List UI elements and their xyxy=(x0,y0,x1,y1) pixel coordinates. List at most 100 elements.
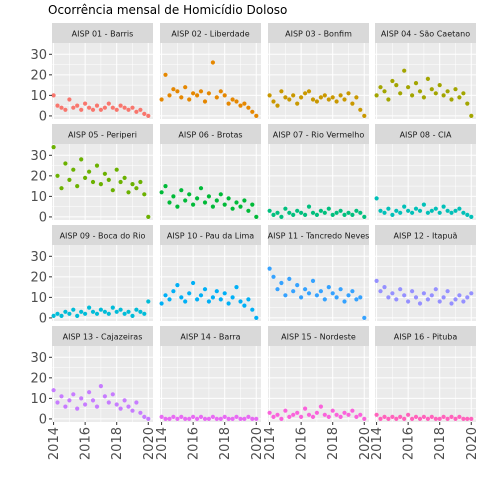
data-point xyxy=(441,204,446,209)
data-point xyxy=(291,412,296,417)
data-point xyxy=(469,113,474,118)
data-point xyxy=(465,212,470,217)
data-point xyxy=(465,295,470,300)
data-point xyxy=(398,91,403,96)
data-point xyxy=(130,408,135,413)
data-point xyxy=(449,210,454,215)
data-point xyxy=(163,184,168,189)
data-point xyxy=(354,297,359,302)
data-point xyxy=(222,93,227,98)
data-point xyxy=(254,416,259,421)
data-point xyxy=(130,105,135,110)
data-point xyxy=(322,210,327,215)
data-point xyxy=(83,175,88,180)
data-point xyxy=(378,289,383,294)
data-point xyxy=(138,179,143,185)
data-point xyxy=(51,313,56,318)
data-point xyxy=(55,103,60,108)
data-point xyxy=(465,101,470,106)
data-point xyxy=(410,416,415,421)
data-point xyxy=(187,416,192,421)
data-point xyxy=(386,416,391,421)
data-point xyxy=(433,91,438,96)
data-point xyxy=(413,295,419,300)
data-point xyxy=(67,398,72,403)
data-point xyxy=(334,99,339,104)
data-point xyxy=(130,313,135,318)
data-point xyxy=(382,89,387,94)
data-point xyxy=(310,414,316,419)
data-point xyxy=(279,89,284,94)
data-point xyxy=(398,414,403,419)
facet-panel: AISP 14 - Barra 2014 2016 2018 2020 xyxy=(155,326,265,460)
data-point xyxy=(275,412,280,417)
data-point xyxy=(230,416,235,421)
facet-strip xyxy=(160,124,261,144)
data-point xyxy=(354,95,359,100)
data-point xyxy=(222,414,227,419)
data-point xyxy=(358,412,363,417)
data-point xyxy=(303,212,308,217)
data-point xyxy=(202,99,208,104)
data-point xyxy=(242,416,247,421)
facet-strip xyxy=(268,225,369,245)
x-tick-label: 2014 xyxy=(370,427,385,460)
facet-panel: AISP 10 - Pau da Lima xyxy=(159,225,261,321)
data-point xyxy=(374,278,379,283)
data-point xyxy=(51,388,56,393)
data-point xyxy=(342,410,347,415)
data-point xyxy=(267,410,272,415)
facet-strip-label: AISP 05 - Periperi xyxy=(68,131,137,140)
data-point xyxy=(94,163,100,168)
data-point xyxy=(346,210,351,215)
data-point xyxy=(122,175,127,180)
data-point xyxy=(83,101,88,106)
data-point xyxy=(71,167,76,172)
data-point xyxy=(406,412,411,417)
data-point xyxy=(390,78,395,84)
data-point xyxy=(102,394,107,399)
data-point xyxy=(55,311,60,316)
data-point xyxy=(198,293,204,298)
data-point xyxy=(287,414,292,419)
data-point xyxy=(283,293,288,298)
facet-strip-label: AISP 10 - Pau da Lima xyxy=(167,232,254,241)
data-point xyxy=(250,307,255,312)
data-point xyxy=(275,287,280,292)
y-tick-label: 30 xyxy=(30,250,47,265)
data-point xyxy=(362,214,367,219)
data-point xyxy=(102,309,107,314)
x-tick-label: 2014 xyxy=(155,427,170,460)
y-tick-label: 20 xyxy=(30,68,47,83)
data-point xyxy=(79,309,84,314)
data-point xyxy=(322,93,327,98)
x-tick-label: 2018 xyxy=(218,427,233,460)
data-point xyxy=(465,416,470,421)
data-point xyxy=(410,289,415,294)
facet-strip-label: AISP 08 - CIA xyxy=(400,131,452,140)
data-point xyxy=(134,307,139,312)
data-point xyxy=(425,297,430,302)
panel-background xyxy=(375,245,476,321)
data-point xyxy=(374,412,379,417)
data-point xyxy=(122,311,127,316)
data-point xyxy=(386,295,391,300)
data-point xyxy=(421,414,426,419)
data-point xyxy=(461,299,466,304)
data-point xyxy=(51,145,56,150)
data-point xyxy=(238,204,243,209)
data-point xyxy=(402,68,407,73)
data-point xyxy=(242,303,247,308)
x-tick-label: 2014 xyxy=(263,427,278,460)
data-point xyxy=(75,103,80,108)
data-point xyxy=(163,72,168,77)
data-point xyxy=(330,212,335,217)
data-point xyxy=(437,299,442,304)
data-point xyxy=(291,289,296,294)
data-point xyxy=(146,416,151,421)
data-point xyxy=(429,208,434,213)
data-point xyxy=(358,295,363,300)
facet-strip xyxy=(375,225,476,245)
data-point xyxy=(218,89,223,94)
